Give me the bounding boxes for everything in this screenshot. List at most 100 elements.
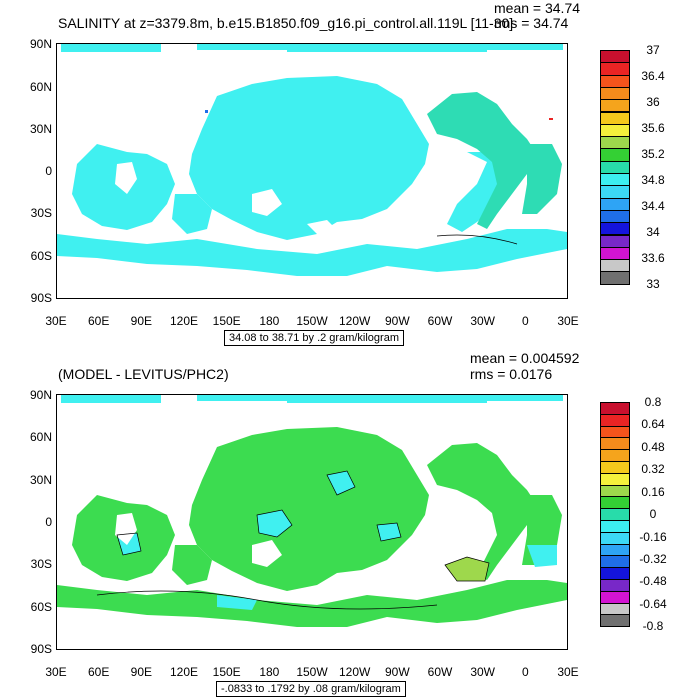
colorbar-swatch — [600, 197, 630, 211]
colorbar-swatch — [600, 148, 630, 162]
colorbar-swatch — [600, 160, 630, 174]
colorbar-swatch — [600, 86, 630, 101]
colorbar-swatch — [600, 209, 630, 224]
colorbar-label: 0.32 — [641, 462, 665, 477]
colorbar-swatch — [600, 62, 630, 76]
panel1-contour — [436, 234, 518, 245]
colorbar-swatch — [600, 234, 630, 248]
colorbar-swatch — [600, 259, 630, 273]
p1-lon-label: 90E — [130, 314, 152, 328]
panel1-low-salinity-spot — [205, 110, 208, 113]
colorbar-swatch — [600, 614, 630, 628]
p1-lon-label: 120E — [169, 314, 199, 328]
p2-lon-label: 30E — [45, 665, 67, 679]
p2-lat-label: 30N — [29, 473, 52, 487]
panel1-map — [57, 44, 567, 298]
p2-lat-label: 0 — [45, 515, 52, 529]
colorbar-label: 0.8 — [644, 395, 662, 409]
p1-lon-label: 150W — [296, 314, 328, 328]
colorbar-label: 34.8 — [641, 172, 665, 187]
p2-lon-label: 120W — [338, 665, 371, 679]
p2-lon-label: 150W — [296, 665, 328, 679]
p1-lon-label: 90W — [384, 314, 410, 328]
panel1-title: SALINITY at z=3379.8m, b.e15.B1850.f09_g… — [58, 15, 514, 31]
colorbar-label: 36 — [646, 94, 660, 109]
p2-lon-label: 30E — [557, 665, 579, 679]
colorbar-label: 0.64 — [641, 417, 665, 432]
p2-lat-label: 60N — [29, 430, 52, 444]
panel1-high-salinity-spot — [549, 118, 553, 120]
colorbar-swatch — [600, 123, 630, 138]
p2-lat-label: 60S — [30, 600, 52, 614]
colorbar-label: -0.8 — [642, 619, 664, 634]
p2-lon-label: 120E — [169, 665, 199, 679]
p1-lon-label: 30W — [470, 314, 495, 328]
panel1-frame — [56, 43, 568, 299]
colorbar-swatch — [600, 99, 630, 113]
panel2-contours — [96, 470, 490, 610]
p1-lat-label: 90S — [30, 291, 52, 305]
p1-lon-label: 120W — [338, 314, 371, 328]
colorbar-swatch — [600, 246, 630, 261]
colorbar-swatch — [600, 185, 630, 199]
colorbar-swatch — [600, 50, 630, 64]
p1-lon-label: 60W — [427, 314, 453, 328]
colorbar-label: 0.16 — [641, 484, 665, 499]
p2-lon-label: 90W — [384, 665, 410, 679]
colorbar-label: 35.2 — [641, 146, 665, 161]
colorbar-swatch — [600, 74, 630, 88]
panel1-range-note: 34.08 to 38.71 by .2 gram/kilogram — [224, 330, 404, 346]
colorbar-swatch — [600, 222, 630, 236]
p1-lon-label: 0 — [521, 314, 529, 328]
colorbar-swatch — [600, 271, 630, 285]
colorbar-label: -0.32 — [639, 551, 667, 566]
colorbar-label: -0.16 — [639, 529, 667, 544]
p2-lon-label: 0 — [521, 665, 529, 679]
colorbar-swatch — [600, 111, 630, 125]
colorbar-swatch — [600, 136, 630, 150]
colorbar-label: 34.4 — [641, 198, 665, 213]
colorbar-label: 34 — [646, 224, 660, 239]
panel2-frame — [56, 394, 568, 650]
panel1-atlantic-north — [427, 92, 562, 229]
p1-lon-label: 30E — [557, 314, 579, 328]
p2-lon-label: 150E — [212, 665, 241, 679]
panel2-positive-patch — [445, 557, 489, 581]
colorbar-label: 33 — [646, 276, 660, 291]
p1-lat-label: 30S — [30, 206, 52, 220]
colorbar-label: 35.6 — [641, 120, 665, 135]
panel2-range-note: -.0833 to .1792 by .08 gram/kilogram — [216, 681, 406, 697]
colorbar-label: 33.6 — [641, 250, 665, 265]
colorbar-label: -0.64 — [639, 596, 667, 611]
p2-lon-label: 180 — [259, 665, 280, 679]
panel2-rms: rms = 0.0176 — [470, 366, 553, 382]
colorbar-label: 0.48 — [641, 439, 665, 454]
p1-lat-label: 60N — [29, 80, 52, 94]
panel1-rms: rms = 34.74 — [494, 15, 569, 31]
p1-lat-label: 60S — [30, 249, 52, 263]
colorbar-label: 37 — [646, 43, 660, 57]
p1-lon-label: 60E — [87, 314, 110, 328]
p1-lon-label: 30E — [45, 314, 67, 328]
colorbar-swatch — [600, 173, 630, 187]
p1-lon-label: 180 — [259, 314, 280, 328]
colorbar-label: 0 — [649, 507, 657, 522]
p1-lat-label: 0 — [45, 164, 52, 178]
p2-lon-label: 60W — [427, 665, 453, 679]
panel2-map — [57, 395, 567, 649]
p2-lon-label: 90E — [130, 665, 152, 679]
p2-lon-label: 60E — [87, 665, 110, 679]
p2-lon-label: 30W — [470, 665, 495, 679]
colorbar-label: 36.4 — [641, 68, 665, 83]
panel2-title: (MODEL - LEVITUS/PHC2) — [58, 366, 229, 382]
p1-lat-label: 30N — [29, 122, 52, 136]
p2-lat-label: 90S — [30, 642, 52, 656]
p2-lat-label: 30S — [30, 557, 52, 571]
colorbar-label: -0.48 — [639, 574, 667, 589]
panel2-arctic — [61, 395, 563, 403]
panel1-mean: mean = 34.74 — [494, 0, 581, 16]
panel1-land — [115, 162, 337, 236]
p2-lat-label: 90N — [29, 388, 52, 402]
panel2-land — [115, 513, 282, 567]
p1-lat-label: 90N — [29, 37, 52, 51]
